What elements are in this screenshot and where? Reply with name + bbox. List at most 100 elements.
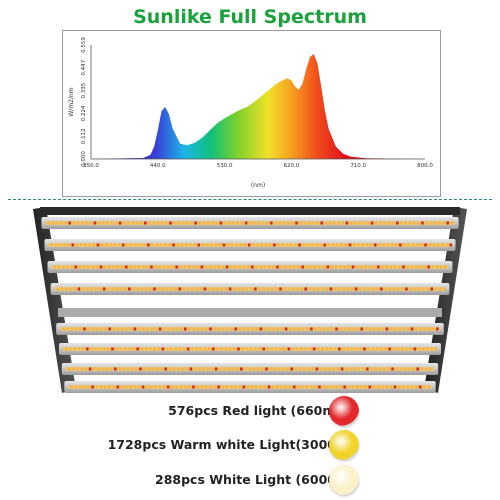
- led-chip: [378, 367, 382, 371]
- led-chip: [416, 221, 420, 225]
- led-chip: [140, 287, 144, 291]
- led-chip: [321, 287, 324, 291]
- led-chip: [157, 347, 161, 351]
- led-chip: [230, 327, 233, 331]
- led-chip: [83, 327, 86, 331]
- led-chip: [337, 221, 340, 225]
- led-chip: [367, 347, 371, 351]
- led-chip: [406, 385, 409, 389]
- led-chip: [433, 221, 437, 225]
- led-chip: [214, 243, 217, 247]
- led-chip: [100, 327, 103, 331]
- led-chip: [171, 265, 174, 269]
- led-chip: [160, 221, 164, 225]
- led-chip: [406, 265, 409, 269]
- led-chip: [424, 367, 428, 371]
- led-chip: [291, 347, 295, 351]
- led-chip: [308, 347, 312, 351]
- led-chip: [93, 221, 97, 225]
- led-chip: [69, 347, 72, 351]
- led-chip: [280, 265, 283, 269]
- led-chip: [410, 385, 414, 389]
- led-chip: [240, 367, 243, 371]
- led-chip: [326, 327, 330, 331]
- led-chip: [203, 347, 207, 351]
- led-chip: [386, 243, 390, 247]
- led-chip: [370, 367, 373, 371]
- led-chip: [206, 367, 210, 371]
- led-chip: [76, 221, 80, 225]
- led-chip: [402, 385, 405, 389]
- led-chip: [121, 327, 124, 331]
- led-chip: [191, 287, 194, 291]
- led-chip: [436, 327, 439, 331]
- warm-white-led-icon: [329, 430, 359, 460]
- led-chip: [354, 347, 358, 351]
- top-crossbar: [40, 207, 460, 215]
- led-chip: [374, 221, 378, 225]
- led-chip: [65, 347, 68, 351]
- led-chip: [123, 287, 127, 291]
- led-chip: [193, 367, 197, 371]
- led-chip: [54, 243, 58, 247]
- led-chip: [270, 347, 274, 351]
- led-chip: [101, 221, 105, 225]
- led-chip: [376, 385, 380, 389]
- led-chip: [81, 347, 85, 351]
- led-chip: [278, 221, 281, 225]
- led-chip: [158, 327, 162, 331]
- led-chip: [172, 367, 176, 371]
- led-chip: [396, 287, 400, 291]
- led-chip: [282, 367, 285, 371]
- led-chip: [105, 243, 108, 247]
- led-chip: [165, 287, 169, 291]
- led-chip: [133, 385, 136, 389]
- led-chip: [263, 385, 267, 389]
- led-chip: [169, 221, 172, 225]
- led-chip: [135, 221, 139, 225]
- led-chip: [414, 385, 418, 389]
- led-chip: [171, 385, 174, 389]
- led-chip: [119, 287, 123, 291]
- led-chip: [346, 347, 350, 351]
- led-chip: [300, 347, 303, 351]
- led-chip: [252, 367, 256, 371]
- led-chip: [217, 265, 220, 269]
- led-chip: [144, 287, 148, 291]
- led-chip: [389, 327, 393, 331]
- x-tick-label: 350.0: [83, 163, 99, 169]
- led-chip: [137, 385, 141, 389]
- led-chip: [192, 265, 195, 269]
- led-chip: [186, 347, 190, 351]
- led-chip: [357, 243, 360, 247]
- led-chip: [414, 265, 418, 269]
- led-chip: [74, 327, 78, 331]
- led-chip: [158, 265, 162, 269]
- led-chip: [359, 287, 362, 291]
- led-chip: [418, 385, 422, 389]
- led-chip: [292, 265, 296, 269]
- led-chip: [81, 287, 85, 291]
- led-chip: [380, 347, 383, 351]
- led-chip: [78, 385, 82, 389]
- led-chip: [206, 221, 210, 225]
- led-chip: [309, 265, 313, 269]
- y-tick-label: 0.335: [81, 82, 87, 98]
- led-chip: [116, 327, 120, 331]
- led-chip: [325, 347, 329, 351]
- led-chip: [67, 243, 70, 247]
- led-chip: [70, 265, 73, 269]
- led-chip: [146, 327, 149, 331]
- led-chip: [241, 287, 245, 291]
- led-chip: [426, 347, 429, 351]
- x-tick-label: 620.0: [284, 163, 300, 169]
- led-chip: [179, 385, 183, 389]
- led-chip: [143, 367, 147, 371]
- led-chip: [368, 265, 372, 269]
- led-chip: [375, 347, 379, 351]
- led-chip: [449, 243, 453, 247]
- led-chip: [132, 287, 135, 291]
- led-chip: [128, 347, 131, 351]
- led-chip: [99, 265, 103, 269]
- led-chip: [301, 385, 304, 389]
